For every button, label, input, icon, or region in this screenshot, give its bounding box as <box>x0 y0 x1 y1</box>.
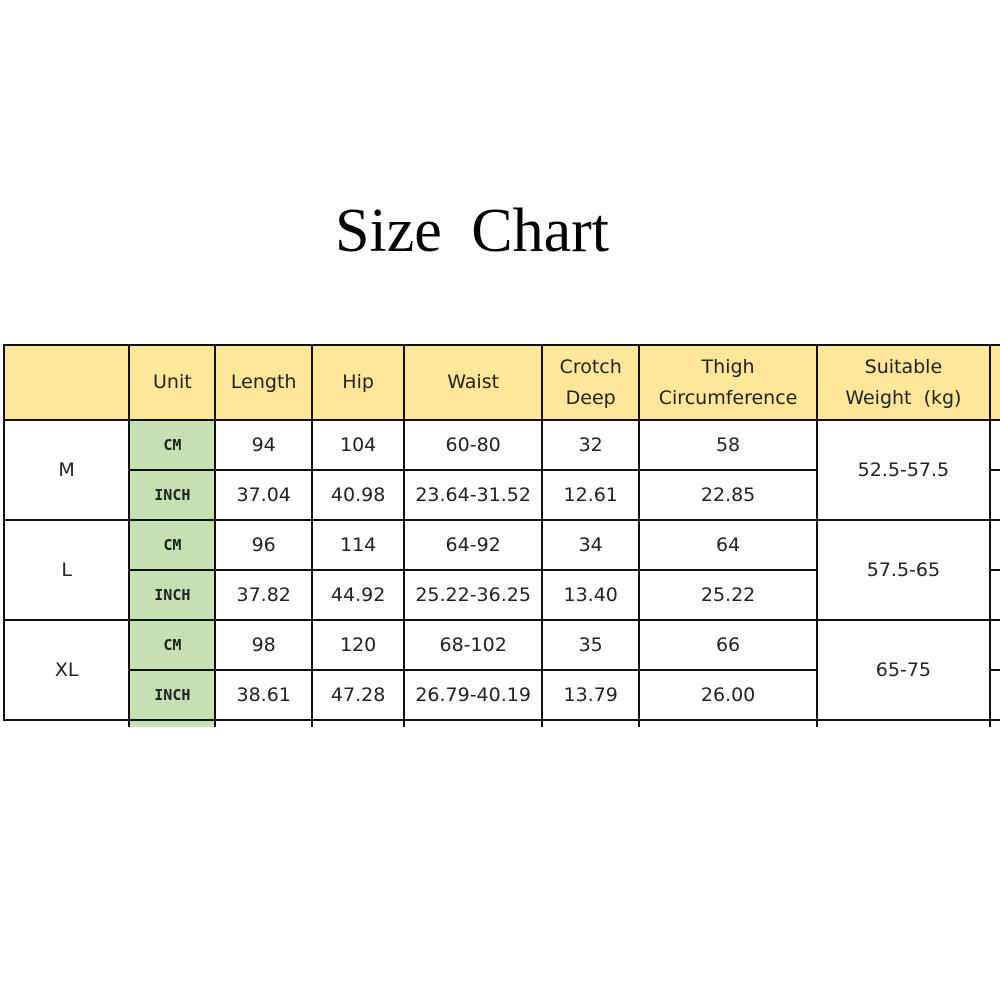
table-row: M CM 94 104 60-80 32 58 52.5-57.5 <box>2 419 1000 521</box>
size-label: M <box>2 419 131 521</box>
table-row: XL CM 98 120 68-102 35 66 65-75 <box>2 619 1000 721</box>
header-line: Crotch <box>559 355 622 378</box>
header-line: Thigh <box>701 355 755 378</box>
value-cell: 98 <box>214 619 313 671</box>
value-cell: 96 <box>214 519 313 571</box>
header-cell: Suitable Weight (kg) <box>815 344 992 421</box>
cut-off-cell <box>310 719 406 727</box>
size-label: L <box>2 519 131 621</box>
value-cell: 26.00 <box>638 669 818 721</box>
value-cell: 37.04 <box>214 469 313 521</box>
value-cell: 25.22-36.25 <box>403 569 543 621</box>
header-cell: Thigh Circumference <box>638 344 818 421</box>
page-title: Size Chart <box>335 197 609 265</box>
cut-off-column <box>989 469 1000 521</box>
unit-cell: INCH <box>128 569 217 621</box>
cut-off-cell <box>214 719 313 727</box>
cut-off-row <box>4 719 1000 727</box>
value-cell: 94 <box>214 419 313 471</box>
value-cell: 26.79-40.19 <box>403 669 543 721</box>
cut-off-column <box>989 569 1000 621</box>
value-cell: 60-80 <box>403 419 543 471</box>
header-line: Deep <box>565 386 616 409</box>
table-row: INCH 37.82 44.92 25.22-36.25 13.40 25.22 <box>4 569 1000 621</box>
header-cell: Hip <box>310 344 406 421</box>
value-cell: 47.28 <box>310 669 406 721</box>
header-cell: Waist <box>403 344 543 421</box>
cut-off-column <box>989 344 1000 421</box>
header-cell: Crotch Deep <box>540 344 641 421</box>
value-cell: 68-102 <box>403 619 543 671</box>
header-cell <box>2 344 131 421</box>
header-line: Weight (kg) <box>845 386 962 409</box>
cut-off-cell <box>4 719 131 727</box>
value-cell: 114 <box>310 519 406 571</box>
unit-cell: INCH <box>128 669 217 721</box>
value-cell: 58 <box>638 419 818 471</box>
header-line: Circumference <box>658 386 798 409</box>
value-cell: 104 <box>310 419 406 471</box>
value-cell: 32 <box>540 419 641 471</box>
value-cell: 40.98 <box>310 469 406 521</box>
unit-cell: INCH <box>128 469 217 521</box>
value-cell: 37.82 <box>214 569 313 621</box>
value-cell: 66 <box>638 619 818 671</box>
weight-cell: 57.5-65 <box>815 519 992 621</box>
cut-off-cell <box>128 719 217 727</box>
table-row: INCH 37.04 40.98 23.64-31.52 12.61 22.85 <box>4 469 1000 521</box>
size-label: XL <box>2 619 131 721</box>
value-cell: 23.64-31.52 <box>403 469 543 521</box>
weight-cell: 65-75 <box>815 619 992 721</box>
table-row: INCH 38.61 47.28 26.79-40.19 13.79 26.00 <box>4 669 1000 721</box>
cut-off-cell <box>540 719 641 727</box>
cut-off-cell <box>403 719 543 727</box>
value-cell: 22.85 <box>638 469 818 521</box>
size-chart-table: Unit Length Hip Waist Crotch Deep Thigh Ci… <box>2 344 1000 727</box>
cut-off-column <box>989 669 1000 721</box>
cut-off-column <box>989 619 1000 671</box>
value-cell: 38.61 <box>214 669 313 721</box>
header-row: Unit Length Hip Waist Crotch Deep Thigh Ci… <box>2 344 1000 421</box>
value-cell: 13.79 <box>540 669 641 721</box>
value-cell: 12.61 <box>540 469 641 521</box>
table-row: L CM 96 114 64-92 34 64 57.5-65 <box>2 519 1000 621</box>
value-cell: 64 <box>638 519 818 571</box>
unit-cell: CM <box>128 619 217 671</box>
value-cell: 64-92 <box>403 519 543 571</box>
header-line: Suitable <box>864 355 943 378</box>
weight-cell: 52.5-57.5 <box>815 419 992 521</box>
unit-cell: CM <box>128 519 217 571</box>
cut-off-cell <box>638 719 818 727</box>
header-cell: Length <box>214 344 313 421</box>
cut-off-cell <box>815 719 992 727</box>
cut-off-cell <box>989 719 1000 727</box>
value-cell: 35 <box>540 619 641 671</box>
header-cell: Unit <box>128 344 217 421</box>
value-cell: 120 <box>310 619 406 671</box>
value-cell: 25.22 <box>638 569 818 621</box>
value-cell: 44.92 <box>310 569 406 621</box>
value-cell: 13.40 <box>540 569 641 621</box>
cut-off-column <box>989 519 1000 571</box>
value-cell: 34 <box>540 519 641 571</box>
unit-cell: CM <box>128 419 217 471</box>
cut-off-column <box>989 419 1000 471</box>
